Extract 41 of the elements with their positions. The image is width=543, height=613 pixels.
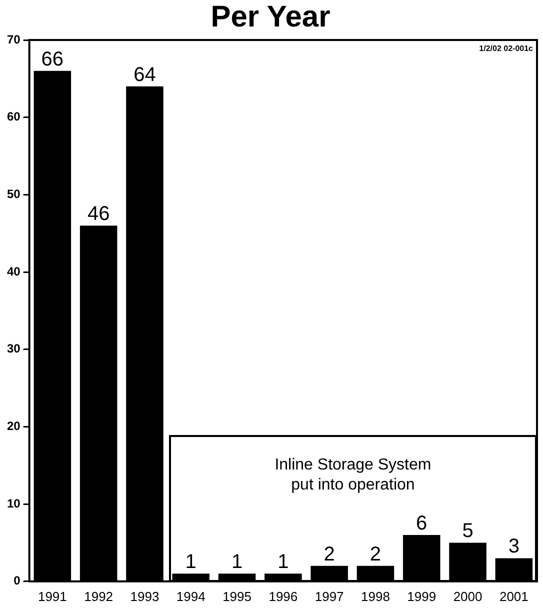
x-tick-label: 1995: [222, 588, 252, 604]
y-tick-label: 20: [6, 419, 21, 434]
bar: [310, 566, 348, 581]
x-tick-label: 1992: [84, 588, 114, 604]
bar: [218, 574, 256, 581]
x-tick-label: 1994: [176, 588, 206, 604]
data-label: 2: [324, 543, 335, 566]
data-label: 46: [87, 203, 110, 226]
y-tick-label: 40: [6, 264, 21, 278]
x-tick-label: 1996: [268, 588, 298, 604]
x-tick-label: 1999: [407, 588, 436, 604]
y-tick-label: 70: [6, 32, 21, 46]
y-tick-label: 60: [6, 110, 21, 124]
y-tick-label: 10: [6, 496, 21, 510]
data-label: 3: [508, 536, 520, 558]
x-tick-label: 1991: [38, 588, 67, 604]
data-label: 66: [41, 48, 64, 70]
x-tick-label: 1997: [314, 588, 344, 604]
bar: [356, 566, 394, 581]
x-tick-label: 2001: [499, 588, 528, 604]
chart-title: Per Year: [210, 0, 331, 34]
bar: [495, 558, 533, 581]
data-label: 5: [462, 520, 474, 542]
data-label: 64: [134, 64, 156, 86]
annotation: Inline Storage System put into operation: [274, 456, 432, 494]
y-tick-label: 30: [6, 342, 21, 356]
y-tick-label: 50: [6, 187, 21, 201]
x-tick-label: 1993: [130, 588, 160, 604]
bar: [264, 574, 302, 581]
x-tick-label: 1998: [361, 588, 390, 604]
data-label: 6: [416, 512, 428, 535]
data-label: 1: [278, 551, 289, 574]
bar: [402, 534, 440, 581]
annotation: 1/2/02 02-001c: [479, 44, 534, 54]
data-label: 2: [370, 543, 382, 566]
y-tick-label: 0: [14, 574, 21, 588]
data-label: 1: [185, 551, 196, 574]
x-tick-label: 2000: [453, 588, 482, 604]
bar: [172, 574, 210, 581]
bar: [449, 542, 486, 581]
data-label: 1: [231, 551, 243, 574]
